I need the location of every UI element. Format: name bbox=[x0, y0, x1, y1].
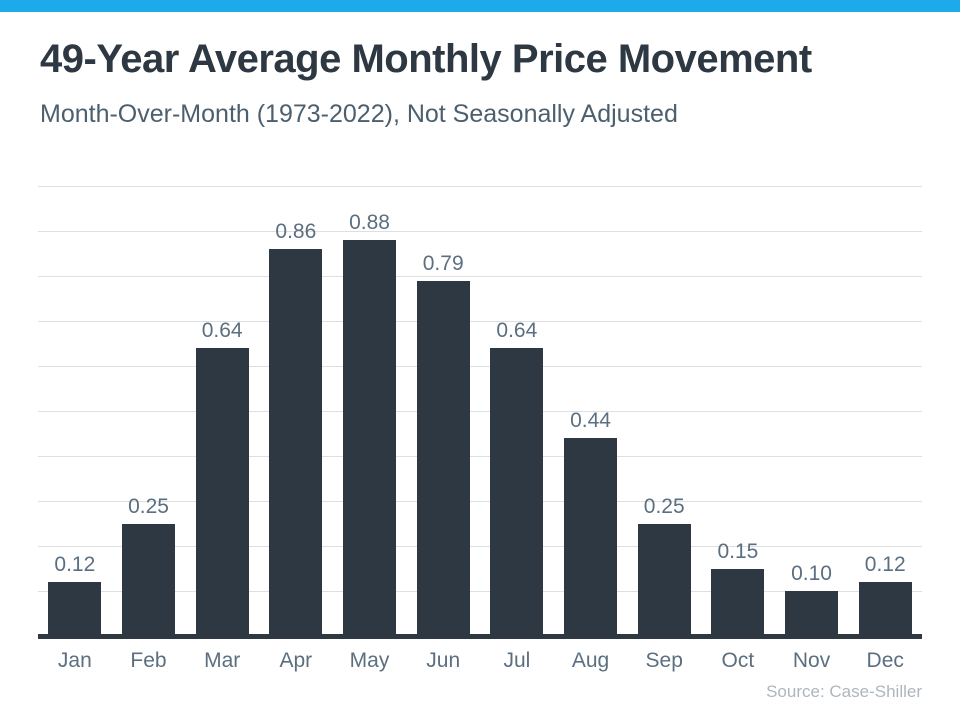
bar-value-label: 0.10 bbox=[791, 562, 832, 585]
chart-title: 49-Year Average Monthly Price Movement bbox=[40, 37, 812, 81]
x-axis-label-dec: Dec bbox=[866, 649, 904, 672]
bar bbox=[269, 249, 323, 636]
bar-value-label: 0.12 bbox=[864, 553, 906, 576]
bar-value-label: 0.88 bbox=[349, 211, 390, 234]
bar-column-may: 0.88 bbox=[333, 186, 407, 636]
bar-column-jul: 0.64 bbox=[480, 186, 554, 636]
top-accent-bar bbox=[0, 0, 960, 12]
bar-column-sep: 0.25 bbox=[627, 186, 701, 636]
x-axis-label-oct: Oct bbox=[721, 649, 755, 672]
bar-column-mar: 0.64 bbox=[185, 186, 259, 636]
bar bbox=[343, 240, 397, 636]
bar-column-nov: 0.10 bbox=[775, 186, 849, 636]
bar-column-jun: 0.79 bbox=[406, 186, 480, 636]
bar-value-label: 0.64 bbox=[496, 319, 538, 342]
gridline bbox=[38, 546, 922, 547]
gridline bbox=[38, 321, 922, 322]
bar-value-label: 0.15 bbox=[717, 539, 759, 563]
bar-column-jan: 0.12 bbox=[38, 186, 112, 636]
bar-value-label: 0.12 bbox=[54, 553, 96, 576]
x-axis-label-jan: Jan bbox=[57, 649, 92, 672]
gridline bbox=[38, 231, 922, 232]
bar-chart-plot-area: 0.12 0.25 0.64 0.86 0.88 0.79 0.64 0.44 0.25 0.15… bbox=[38, 186, 922, 639]
x-axis-line bbox=[38, 634, 922, 639]
bar bbox=[416, 280, 470, 636]
bar-value-label: 0.25 bbox=[643, 494, 685, 518]
bar-value-label: 0.64 bbox=[201, 319, 243, 342]
bar bbox=[564, 438, 618, 636]
gridline bbox=[38, 366, 922, 367]
bar bbox=[122, 523, 175, 636]
source-caption: Source: Case-Shiller bbox=[766, 682, 922, 701]
bar bbox=[711, 568, 765, 636]
bar-value-label: 0.79 bbox=[422, 251, 464, 275]
bar-value-label: 0.86 bbox=[275, 220, 317, 243]
bar-column-oct: 0.15 bbox=[701, 186, 775, 636]
bar-column-aug: 0.44 bbox=[554, 186, 628, 636]
x-axis-labels: Jan Feb Mar Apr May Jun Jul Aug Sep Oct Nov Dec bbox=[38, 648, 922, 674]
bar bbox=[490, 348, 544, 636]
x-axis-label-aug: Aug bbox=[571, 649, 610, 672]
gridline bbox=[38, 411, 922, 412]
bar bbox=[48, 582, 102, 636]
bar bbox=[785, 591, 839, 636]
x-axis-label-feb: Feb bbox=[130, 649, 167, 672]
x-axis-label-may: May bbox=[349, 649, 390, 672]
bar-column-dec: 0.12 bbox=[848, 186, 922, 636]
gridline bbox=[38, 591, 922, 592]
bar bbox=[858, 582, 912, 636]
gridline bbox=[38, 456, 922, 457]
bars-container: 0.12 0.25 0.64 0.86 0.88 0.79 0.64 0.44 0.25 0.15… bbox=[38, 186, 922, 636]
bar-column-feb: 0.25 bbox=[112, 186, 186, 636]
bar-value-label: 0.25 bbox=[128, 494, 169, 518]
x-axis-label-jun: Jun bbox=[426, 649, 461, 672]
x-axis-label-sep: Sep bbox=[645, 649, 683, 672]
x-axis-label-mar: Mar bbox=[204, 649, 241, 672]
bar-value-label: 0.44 bbox=[570, 409, 611, 432]
x-axis-label-jul: Jul bbox=[503, 649, 531, 672]
gridline bbox=[38, 501, 922, 502]
x-axis-label-apr: Apr bbox=[279, 649, 313, 672]
gridline bbox=[38, 276, 922, 277]
bar bbox=[195, 348, 249, 636]
gridline bbox=[38, 186, 922, 187]
bar-column-apr: 0.86 bbox=[259, 186, 333, 636]
bar bbox=[637, 523, 691, 636]
x-axis-label-nov: Nov bbox=[792, 649, 831, 672]
chart-subtitle: Month-Over-Month (1973-2022), Not Season… bbox=[40, 100, 678, 128]
